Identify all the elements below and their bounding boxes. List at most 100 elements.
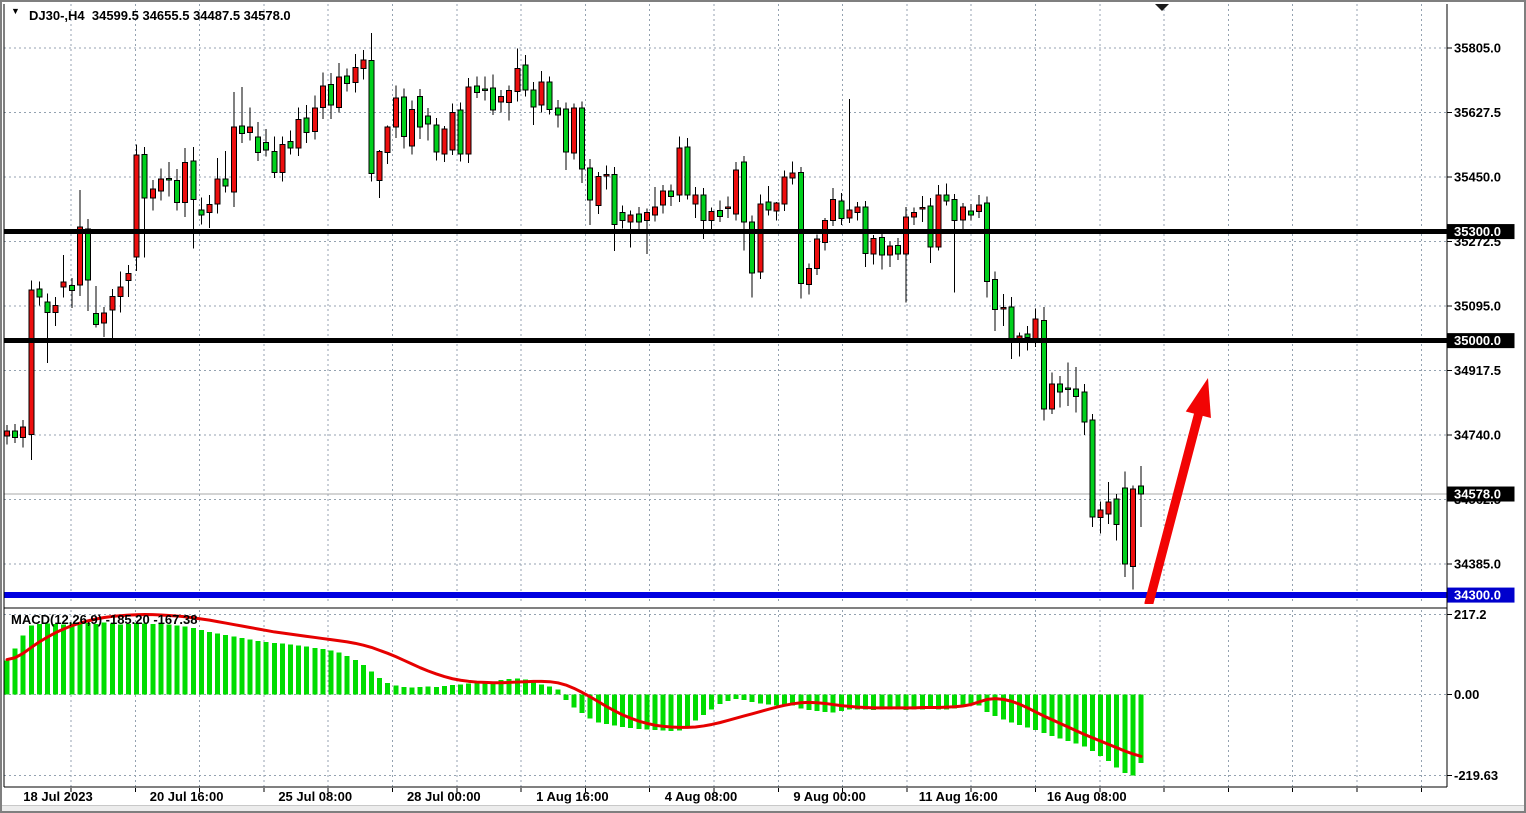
macd-bar: [433, 686, 439, 695]
macd-bar: [636, 694, 642, 729]
candle-up: [1105, 501, 1112, 515]
macd-pane[interactable]: [4, 613, 1144, 776]
candle-up: [676, 147, 683, 196]
candle-down: [271, 151, 278, 174]
macd-bar: [895, 694, 901, 710]
macd-bar: [247, 639, 253, 695]
price-axis-label: 34385.0: [1454, 557, 1501, 572]
macd-bar: [393, 685, 399, 695]
macd-indicator-label: MACD(12,26,9) -185.20 -167.38: [11, 612, 198, 627]
candle-down: [619, 212, 626, 222]
macd-bar: [1122, 694, 1128, 773]
candle-up: [449, 112, 456, 151]
candle-down: [473, 85, 480, 94]
macd-bar: [1089, 694, 1095, 752]
candle-up: [643, 212, 650, 222]
time-axis-label: 25 Jul 08:00: [278, 789, 352, 804]
candle-up: [789, 172, 796, 179]
macd-bar: [142, 623, 148, 695]
macd-bar: [1041, 694, 1047, 733]
macd-bar: [684, 694, 690, 728]
candle-down: [222, 178, 229, 187]
macd-bar: [1049, 694, 1055, 736]
candle-up: [506, 90, 513, 104]
macd-bar: [1000, 694, 1006, 720]
macd-bar: [1073, 694, 1079, 744]
symbol-dropdown-icon[interactable]: ▼: [11, 6, 20, 16]
macd-bar: [652, 694, 658, 730]
time-axis-label: 11 Aug 16:00: [919, 789, 998, 804]
macd-axis[interactable]: 217.2 0.00 -219.63: [1447, 607, 1498, 783]
candle-down: [895, 244, 901, 255]
macd-bar: [555, 689, 561, 695]
macd-bar: [344, 655, 350, 695]
macd-bar: [101, 622, 107, 695]
macd-bar: [182, 626, 188, 695]
macd-bar: [360, 665, 366, 695]
macd-bar: [255, 640, 261, 695]
macd-bar: [790, 694, 796, 706]
candle-up: [733, 169, 739, 215]
macd-bar: [757, 694, 763, 704]
price-axis[interactable]: 35805.035627.535450.035272.535095.034917…: [1447, 41, 1515, 603]
candle-up: [498, 95, 505, 103]
candle-up: [1000, 307, 1007, 310]
candle-up: [959, 206, 966, 221]
candle-down: [1113, 498, 1120, 526]
macd-bar: [482, 682, 488, 695]
candle-up: [595, 175, 602, 206]
candle-down: [1081, 391, 1088, 423]
candle-up: [652, 206, 658, 216]
macd-bar: [725, 694, 731, 702]
candle-up: [911, 211, 918, 218]
candle-up: [1097, 509, 1104, 518]
macd-bar: [174, 625, 180, 695]
time-axis-label: 18 Jul 2023: [23, 789, 92, 804]
macd-bar: [369, 671, 374, 695]
candle-down: [838, 200, 845, 219]
candle-down: [85, 228, 91, 281]
trend-arrow[interactable]: [1144, 378, 1211, 604]
candle-down: [141, 154, 148, 199]
candle-up: [692, 194, 699, 205]
candle-down: [68, 284, 75, 291]
candle-up: [149, 188, 156, 199]
candle-up: [60, 281, 67, 288]
macd-bar: [522, 679, 528, 695]
macd-bar: [668, 694, 674, 732]
candle-up: [4, 430, 10, 437]
candle-up: [814, 238, 820, 270]
candle-down: [562, 108, 569, 153]
macd-bar: [1138, 694, 1144, 763]
macd-bar: [312, 647, 318, 695]
macd-bar: [1106, 694, 1112, 761]
macd-bar: [547, 686, 553, 695]
price-axis-label: 35627.5: [1454, 105, 1501, 120]
candle-up: [133, 154, 140, 258]
macd-bar: [215, 633, 221, 695]
candle-down: [44, 301, 51, 313]
time-axis-label: 20 Jul 16:00: [150, 789, 224, 804]
candle-up: [409, 108, 415, 147]
macd-bar: [960, 694, 966, 707]
candle-up: [830, 199, 837, 222]
candle-down: [433, 124, 440, 153]
time-axis[interactable]: 18 Jul 2023 20 Jul 16:00 25 Jul 08:00 28 Ju…: [23, 788, 1422, 804]
candle-up: [157, 178, 164, 192]
macd-bar: [774, 694, 779, 706]
macd-bar: [450, 685, 455, 695]
candle-down: [490, 87, 496, 111]
candle-up: [295, 119, 302, 149]
price-pane[interactable]: [4, 33, 1447, 604]
candle-up: [214, 178, 221, 205]
macd-bar: [207, 631, 212, 695]
candle-up: [538, 81, 545, 106]
macd-bar: [417, 687, 423, 695]
macd-bar: [603, 694, 609, 725]
candle-down: [287, 140, 294, 149]
chart-shift-marker-icon[interactable]: [1155, 4, 1169, 11]
candle-down: [457, 109, 464, 155]
candle-down: [1040, 320, 1047, 410]
price-badge: [1447, 486, 1515, 502]
